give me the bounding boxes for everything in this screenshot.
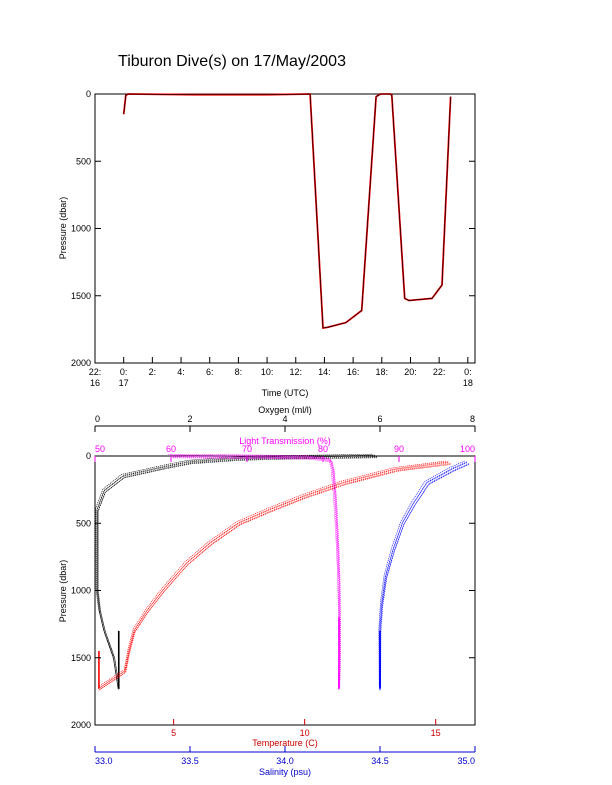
temperature-tick-label: 10 <box>300 728 310 738</box>
oxygen-profile-cast <box>97 457 377 691</box>
temperature-axis-title: Temperature (C) <box>252 738 318 748</box>
temperature-tick-label: 15 <box>431 728 441 738</box>
salinity-tick-label: 34.0 <box>276 756 294 766</box>
pressure-trace-red <box>122 93 452 330</box>
profile-chart: 0 500 1000 1500 2000 0 2 4 6 8 Oxygen (ml/l) 50 60 7… <box>58 405 476 777</box>
time-tick-label: 8: <box>235 367 243 377</box>
pressure-tick-label: 2000 <box>71 358 91 368</box>
temperature-profile-cast <box>99 463 451 690</box>
time-tick-label: 22: <box>89 367 102 377</box>
time-pressure-series-group <box>122 93 452 330</box>
time-tick-label: 20: <box>404 367 417 377</box>
time-tick-label: 16: <box>347 367 360 377</box>
temperature-profile-cast <box>98 462 449 689</box>
salinity-tick-label: 35.0 <box>457 756 475 766</box>
oxygen-tick-label: 6 <box>377 414 382 424</box>
time-tick-label: 18: <box>376 367 389 377</box>
time-tick-sublabel: 16 <box>90 378 100 388</box>
time-tick-label: 10: <box>261 367 274 377</box>
pressure-tick-label: 0 <box>86 451 91 461</box>
pressure-tick-label: 0 <box>86 89 91 99</box>
pressure-tick-label: 1500 <box>71 291 91 301</box>
oxygen-tick-label: 0 <box>95 414 100 424</box>
oxygen-profile-cast <box>96 455 375 689</box>
salinity-profile-cast <box>379 461 468 688</box>
pressure-tick-label: 1000 <box>71 586 91 596</box>
profile-series-group <box>95 453 470 691</box>
time-pressure-chart: 22:160:172: 4: 6: 8: 10: 12: 14: 16: 18: 20: 22: 0:… <box>58 89 476 398</box>
light-transmission-tick-label: 60 <box>166 444 176 454</box>
time-axis-label: Time (UTC) <box>262 388 309 398</box>
pressure-trace-black <box>123 93 451 329</box>
time-tick-label: 22: <box>433 367 446 377</box>
pressure-tick-label: 500 <box>76 156 91 166</box>
pressure-tick-label: 1500 <box>71 653 91 663</box>
light-transmission-tick-label: 90 <box>394 444 404 454</box>
oxygen-tick-label: 2 <box>187 414 192 424</box>
salinity-tick-label: 33.0 <box>95 756 113 766</box>
salinity-profile-cast <box>379 462 467 689</box>
pressure-tick-label: 2000 <box>71 720 91 730</box>
profile-variable-axes: 0 2 4 6 8 Oxygen (ml/l) 50 60 70 80 90 100 Light Tra… <box>94 405 476 777</box>
salinity-axis-title: Salinity (psu) <box>259 767 311 777</box>
temperature-tick-label: 5 <box>171 728 176 738</box>
time-axis-ticks: 22:160:172: 4: 6: 8: 10: 12: 14: 16: 18: 20: 22: 0:… <box>89 357 473 388</box>
light-transmission-profile-cast <box>172 456 341 690</box>
salinity-profile-cast <box>379 464 470 691</box>
pressure-axis-label-bottom: Pressure (dbar) <box>58 560 68 623</box>
time-tick-sublabel: 18 <box>463 378 473 388</box>
time-tick-label: 0: <box>464 367 472 377</box>
salinity-profile-cast <box>380 463 470 690</box>
pressure-axis-ticks-top: 0 500 1000 1500 2000 <box>71 89 475 368</box>
pressure-tick-label: 500 <box>76 518 91 528</box>
pressure-axis-ticks-bottom: 0 500 1000 1500 2000 <box>71 451 475 730</box>
figure-title: Tiburon Dive(s) on 17/May/2003 <box>118 53 346 70</box>
oxygen-tick-label: 8 <box>470 414 475 424</box>
oxygen-profile-cast <box>98 456 378 690</box>
light-transmission-tick-label: 50 <box>95 444 105 454</box>
time-tick-label: 0: <box>120 367 128 377</box>
time-pressure-plot-frame <box>94 93 476 364</box>
light-transmission-tick-label: 70 <box>242 444 252 454</box>
salinity-tick-label: 34.5 <box>371 756 389 766</box>
light-transmission-tick-label: 80 <box>318 444 328 454</box>
time-tick-label: 6: <box>206 367 214 377</box>
temperature-profile-cast <box>99 461 449 689</box>
time-tick-sublabel: 17 <box>119 378 129 388</box>
light-transmission-profile-cast <box>170 454 341 688</box>
salinity-profile-cast <box>378 460 465 687</box>
time-tick-label: 4: <box>177 367 185 377</box>
oxygen-axis-title: Oxygen (ml/l) <box>258 405 312 415</box>
temperature-profile-cast <box>98 460 447 688</box>
pressure-axis-label-top: Pressure (dbar) <box>58 197 68 260</box>
light-transmission-profile-cast <box>168 453 340 687</box>
light-transmission-tick-label: 100 <box>460 444 475 454</box>
temperature-profile-cast <box>98 464 451 691</box>
pressure-tick-label: 1000 <box>71 224 91 234</box>
light-transmission-axis-title: Light Transmission (%) <box>239 436 331 446</box>
salinity-tick-label: 33.5 <box>181 756 199 766</box>
time-tick-label: 12: <box>289 367 302 377</box>
oxygen-tick-label: 4 <box>282 414 287 424</box>
time-tick-label: 14: <box>318 367 331 377</box>
light-transmission-profile-cast <box>172 457 341 691</box>
oxygen-profile-cast <box>95 453 373 687</box>
time-tick-label: 2: <box>149 367 157 377</box>
